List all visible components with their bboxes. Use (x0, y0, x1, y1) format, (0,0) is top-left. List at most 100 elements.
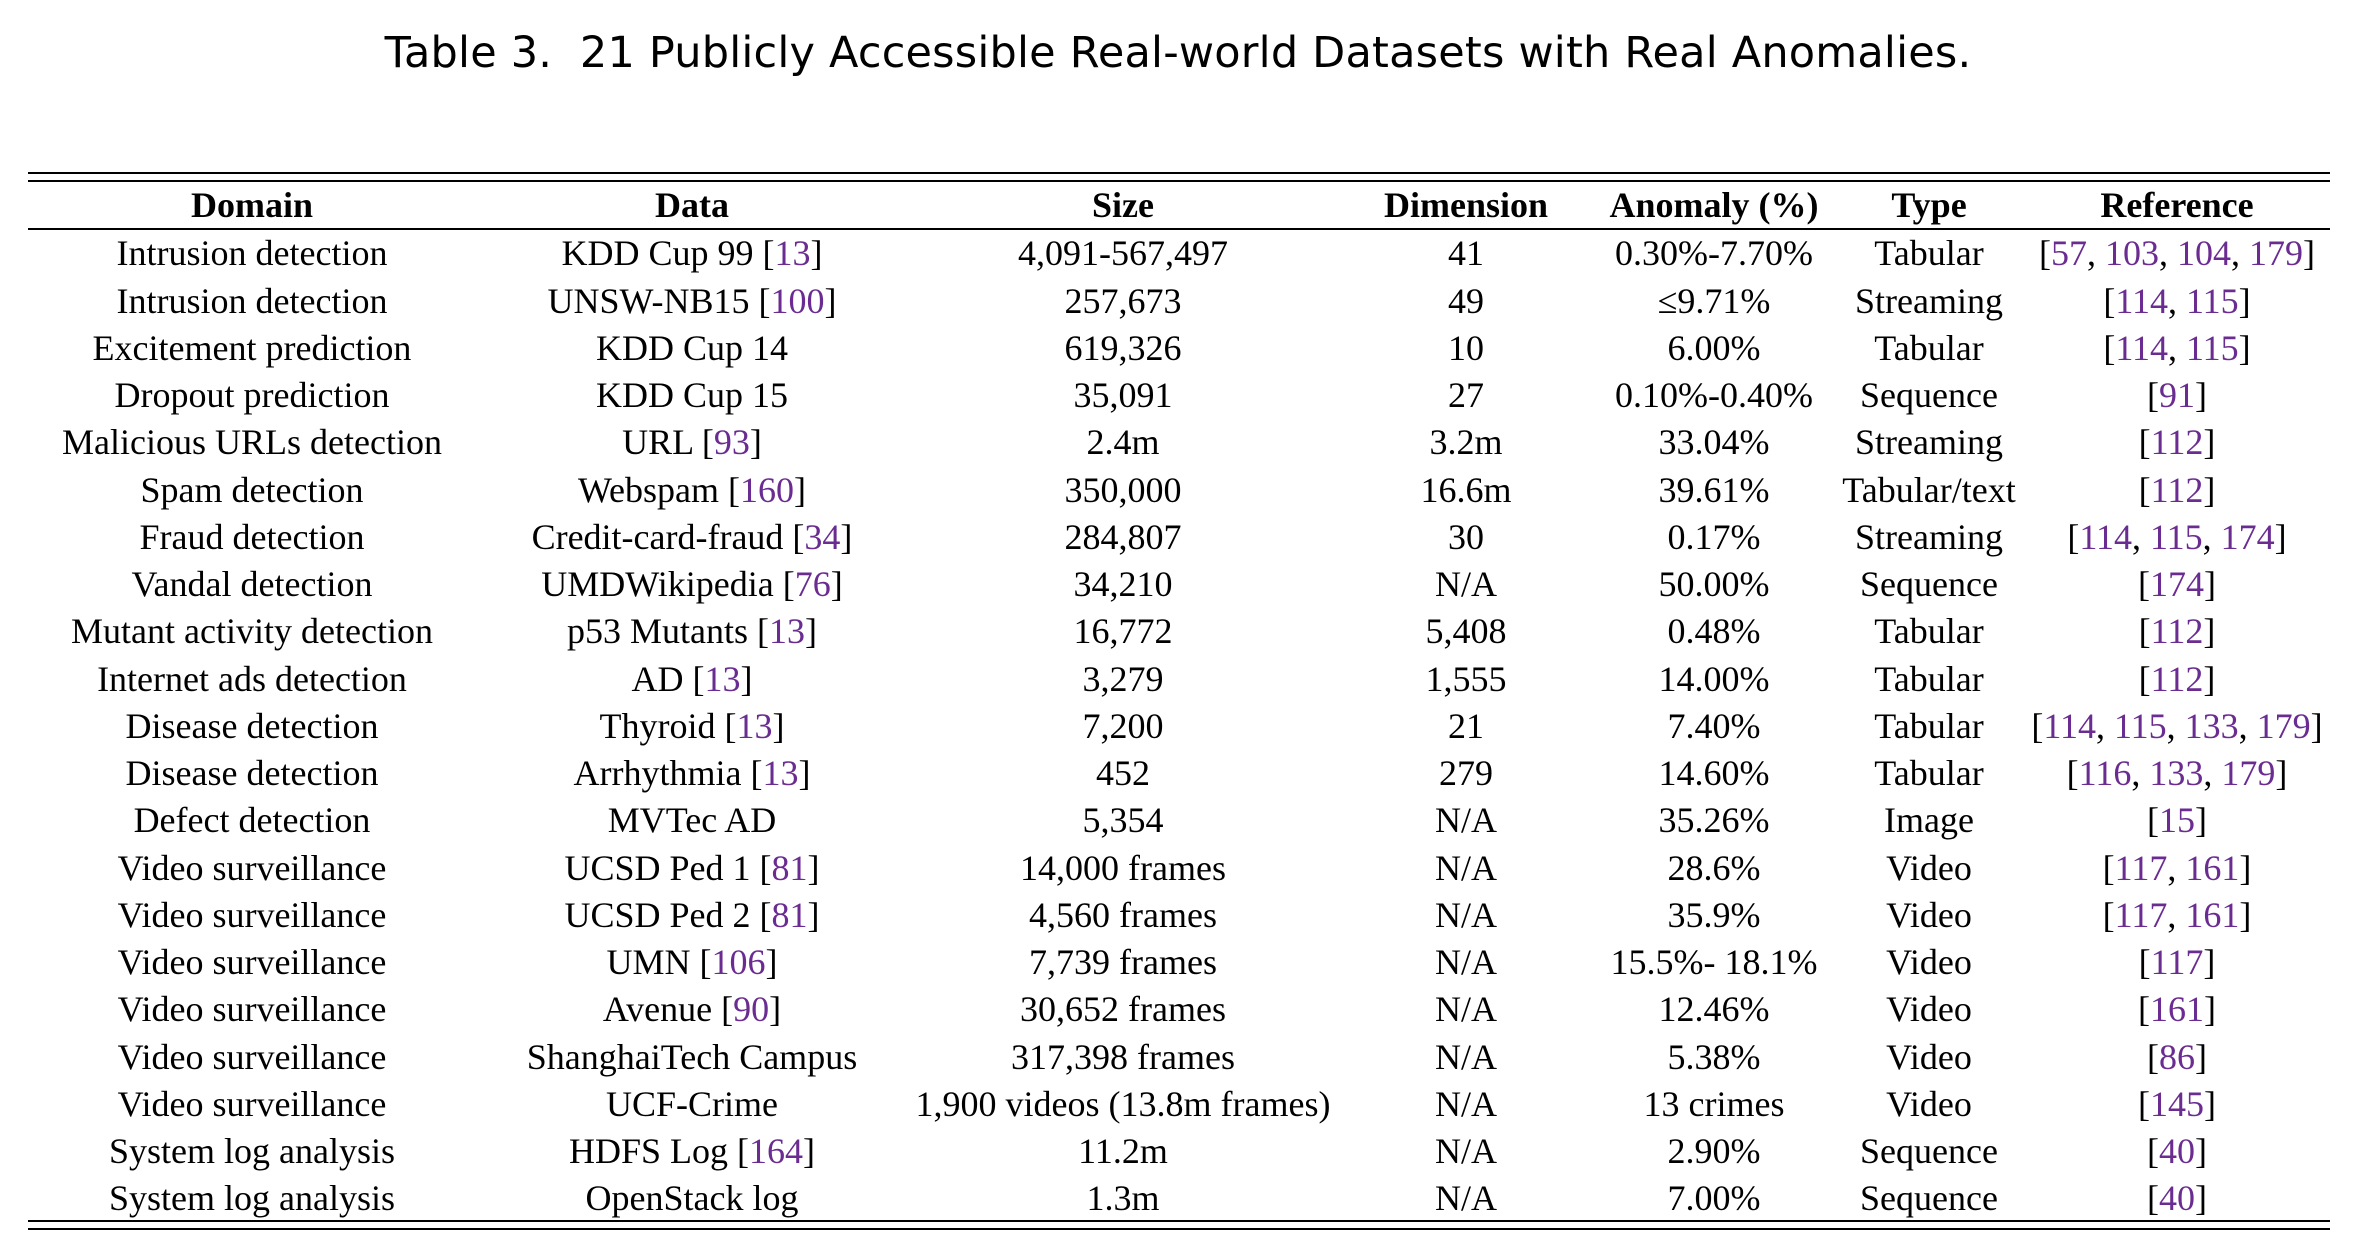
reference-citation-link[interactable]: 114 (2115, 280, 2168, 321)
reference-citation-link[interactable]: 57 (2051, 232, 2087, 273)
cell-reference: [57, 103, 104, 179] (2024, 228, 2330, 277)
dataset-citation-link[interactable]: 81 (771, 847, 808, 888)
dataset-citation-link[interactable]: 13 (736, 705, 773, 746)
cell-domain: Video surveillance (117, 847, 387, 888)
reference-citation-link[interactable]: 161 (2150, 989, 2204, 1030)
reference-citation-link[interactable]: 133 (2149, 753, 2204, 794)
citation-separator: , (2238, 705, 2257, 746)
cell-dimension: 5,408 (1425, 611, 1507, 652)
dataset-citation-link[interactable]: 13 (762, 753, 799, 794)
dataset-citation-link[interactable]: 34 (804, 516, 841, 557)
reference-citation-link[interactable]: 15 (2159, 800, 2195, 841)
reference-citation-link[interactable]: 179 (2249, 232, 2303, 273)
dataset-citation-link[interactable]: 164 (749, 1131, 804, 1172)
cell-anomaly: 5.38% (1667, 1036, 1761, 1077)
cell-domain: Intrusion detection (116, 280, 388, 321)
reference-citation-link[interactable]: 161 (2185, 894, 2240, 935)
cell-data: AD [13] (476, 655, 908, 702)
dataset-citation-link[interactable]: 106 (711, 942, 766, 983)
table-row: Spam detection Webspam [160] 350,000 16.6m 3… (28, 466, 2330, 513)
reference-citation-link[interactable]: 115 (2186, 280, 2239, 321)
cell-reference: [117, 161] (2024, 844, 2330, 891)
dataset-citation-link[interactable]: 100 (770, 280, 825, 321)
reference-citation-link[interactable]: 112 (2150, 658, 2204, 699)
cell-type: Video (1886, 989, 1972, 1030)
dataset-citation-link[interactable]: 13 (769, 611, 805, 652)
dataset-name: UMN (606, 942, 691, 983)
dataset-citation-link[interactable]: 76 (794, 564, 831, 605)
citation-separator: , (2167, 847, 2186, 888)
datasets-table: Domain Data Size Dimension Anomaly (%) T… (28, 181, 2330, 1222)
reference-citation-link[interactable]: 114 (2115, 327, 2168, 368)
reference-citation-link[interactable]: 174 (2150, 564, 2204, 605)
cell-type: Sequence (1860, 564, 1998, 605)
bracket-close: ] (2203, 422, 2216, 463)
bracket-open: [ (2039, 232, 2051, 273)
reference-citation-link[interactable]: 114 (2079, 516, 2132, 557)
dataset-name: URL (622, 422, 693, 463)
bracket-open: [ (737, 1131, 750, 1172)
reference-citation-link[interactable]: 145 (2150, 1083, 2204, 1124)
dataset-citation-link[interactable]: 160 (740, 469, 795, 510)
cell-anomaly: 7.00% (1667, 1178, 1761, 1219)
dataset-citation-link[interactable]: 13 (774, 232, 811, 273)
cell-data: Avenue [90] (476, 986, 908, 1033)
reference-citation-link[interactable]: 115 (2114, 705, 2167, 746)
reference-citation-link[interactable]: 115 (2150, 516, 2203, 557)
cell-data: URL [93] (476, 419, 908, 466)
reference-citation-link[interactable]: 86 (2159, 1036, 2195, 1077)
reference-citation-link[interactable]: 114 (2043, 705, 2096, 746)
citation-separator: , (2132, 516, 2150, 557)
dataset-citation-link[interactable]: 93 (713, 422, 750, 463)
table-row: Video surveillance UCSD Ped 2 [81] 4,560 f… (28, 891, 2330, 938)
cell-type: Sequence (1860, 1131, 1998, 1172)
reference-citation-link[interactable]: 40 (2159, 1178, 2195, 1219)
cell-data: Thyroid [13] (476, 702, 908, 749)
cell-anomaly: 12.46% (1658, 989, 1770, 1030)
bracket-close: ] (2239, 894, 2252, 935)
cell-dimension: N/A (1435, 1036, 1497, 1077)
dataset-citation-link[interactable]: 13 (704, 658, 741, 699)
cell-size: 2.4m (1086, 422, 1160, 463)
table-row: Defect detection MVTec AD 5,354 N/A 35.26% Im… (28, 797, 2330, 844)
cell-anomaly: 0.48% (1667, 611, 1761, 652)
bracket-open: [ (757, 611, 769, 652)
cell-type: Sequence (1860, 375, 1998, 416)
reference-citation-link[interactable]: 112 (2150, 422, 2204, 463)
reference-citation-link[interactable]: 116 (2078, 753, 2132, 794)
reference-citation-link[interactable]: 115 (2186, 327, 2239, 368)
dataset-citation-link[interactable]: 81 (771, 894, 808, 935)
dataset-name: Webspam (577, 469, 720, 510)
reference-citation-link[interactable]: 174 (2220, 516, 2275, 557)
reference-citation-link[interactable]: 104 (2177, 232, 2231, 273)
reference-citation-link[interactable]: 179 (2256, 705, 2311, 746)
cell-data: OpenStack log (476, 1175, 908, 1222)
bracket-close: ] (2203, 658, 2216, 699)
cell-dimension: N/A (1435, 942, 1497, 983)
reference-citation-link[interactable]: 112 (2150, 469, 2204, 510)
table-caption: Table 3. 21 Publicly Accessible Real-wor… (384, 28, 1972, 78)
table-row: Vandal detection UMDWikipedia [76] 34,210 N… (28, 561, 2330, 608)
cell-domain: Malicious URLs detection (62, 422, 442, 463)
cell-data: HDFS Log [164] (476, 1128, 908, 1175)
reference-citation-link[interactable]: 91 (2159, 375, 2195, 416)
dataset-citation-link[interactable]: 90 (733, 989, 770, 1030)
reference-citation-link[interactable]: 117 (2114, 847, 2168, 888)
reference-citation-link[interactable]: 103 (2105, 232, 2159, 273)
cell-dimension: 49 (1448, 280, 1484, 321)
reference-citation-link[interactable]: 40 (2159, 1131, 2195, 1172)
reference-citation-link[interactable]: 179 (2221, 753, 2276, 794)
reference-citation-link[interactable]: 133 (2184, 705, 2239, 746)
bracket-open: [ (792, 516, 805, 557)
cell-domain: Dropout prediction (114, 375, 390, 416)
cell-type: Tabular (1874, 327, 1984, 368)
reference-citation-link[interactable]: 117 (2114, 894, 2168, 935)
reference-citation-link[interactable]: 112 (2150, 611, 2204, 652)
citation-separator: , (2168, 327, 2186, 368)
table-row: Video surveillance ShanghaiTech Campus 317… (28, 1033, 2330, 1080)
dataset-name: p53 Mutants (566, 611, 748, 652)
reference-citation-link[interactable]: 117 (2150, 942, 2204, 983)
bracket-open: [ (2138, 422, 2151, 463)
cell-reference: [112] (2024, 655, 2330, 702)
reference-citation-link[interactable]: 161 (2185, 847, 2240, 888)
